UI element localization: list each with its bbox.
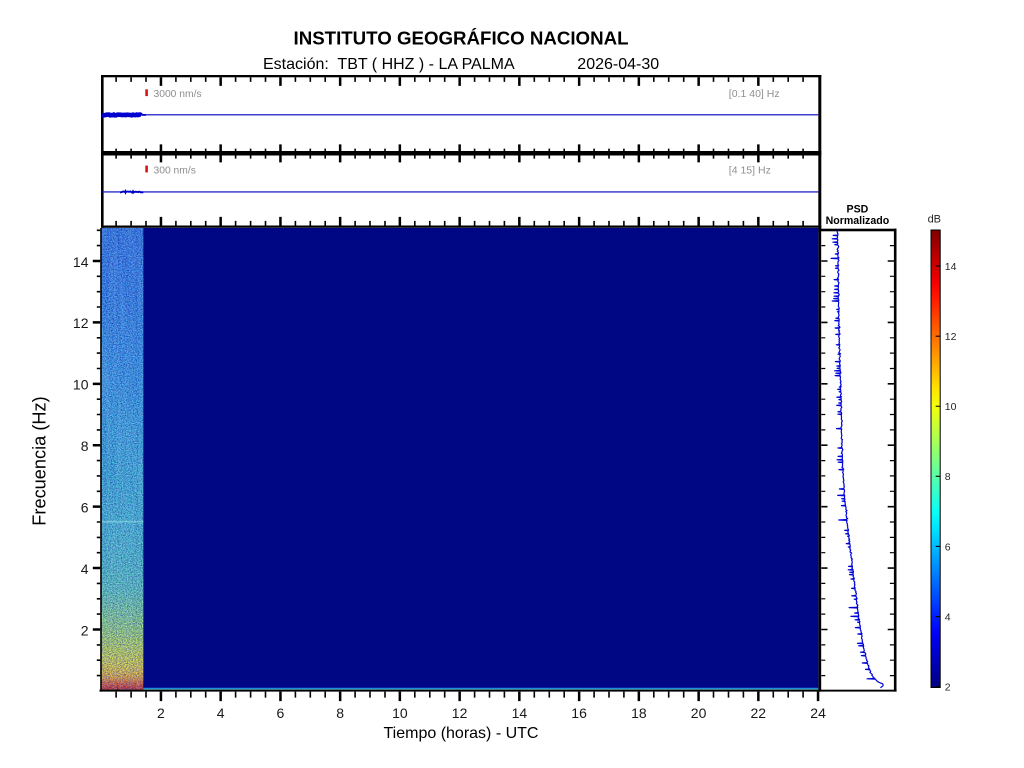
svg-text:[0.1 40] Hz: [0.1 40] Hz [729, 88, 780, 100]
svg-text:3000 nm/s: 3000 nm/s [154, 89, 202, 100]
svg-text:6: 6 [81, 500, 89, 516]
svg-text:Tiempo (horas) - UTC: Tiempo (horas) - UTC [384, 725, 539, 742]
svg-text:Normalizado: Normalizado [826, 215, 890, 227]
svg-text:PSD: PSD [847, 204, 869, 216]
svg-text:4: 4 [945, 611, 951, 623]
svg-text:14: 14 [512, 705, 528, 721]
svg-text:Estación: TBT ( HHZ ) - LA PA: Estación: TBT ( HHZ ) - LA PALMA [263, 56, 515, 73]
svg-text:2: 2 [81, 622, 89, 638]
svg-text:2: 2 [157, 705, 165, 721]
svg-text:8: 8 [336, 705, 344, 721]
svg-text:10: 10 [73, 377, 89, 393]
svg-text:16: 16 [571, 705, 587, 721]
svg-text:[4 15] Hz: [4 15] Hz [729, 164, 771, 176]
svg-text:dB: dB [928, 214, 941, 226]
svg-text:12: 12 [73, 315, 89, 331]
svg-text:12: 12 [452, 705, 468, 721]
svg-text:2026-04-30: 2026-04-30 [577, 56, 659, 73]
svg-text:8: 8 [81, 438, 89, 454]
svg-text:10: 10 [392, 705, 408, 721]
svg-text:24: 24 [810, 705, 826, 721]
svg-text:14: 14 [73, 254, 89, 270]
svg-text:4: 4 [81, 561, 89, 577]
svg-text:4: 4 [217, 705, 225, 721]
svg-text:2: 2 [945, 682, 951, 694]
svg-text:300 nm/s: 300 nm/s [154, 165, 196, 176]
svg-text:14: 14 [945, 261, 957, 273]
svg-text:INSTITUTO GEOGRÁFICO NACIONAL: INSTITUTO GEOGRÁFICO NACIONAL [294, 27, 629, 48]
svg-text:10: 10 [945, 401, 957, 413]
svg-text:6: 6 [277, 705, 285, 721]
svg-text:6: 6 [945, 541, 951, 553]
svg-text:12: 12 [945, 331, 957, 343]
svg-text:8: 8 [945, 471, 951, 483]
svg-text:18: 18 [631, 705, 647, 721]
svg-text:20: 20 [691, 705, 707, 721]
svg-text:22: 22 [751, 705, 767, 721]
svg-text:Frecuencia (Hz): Frecuencia (Hz) [30, 396, 50, 525]
